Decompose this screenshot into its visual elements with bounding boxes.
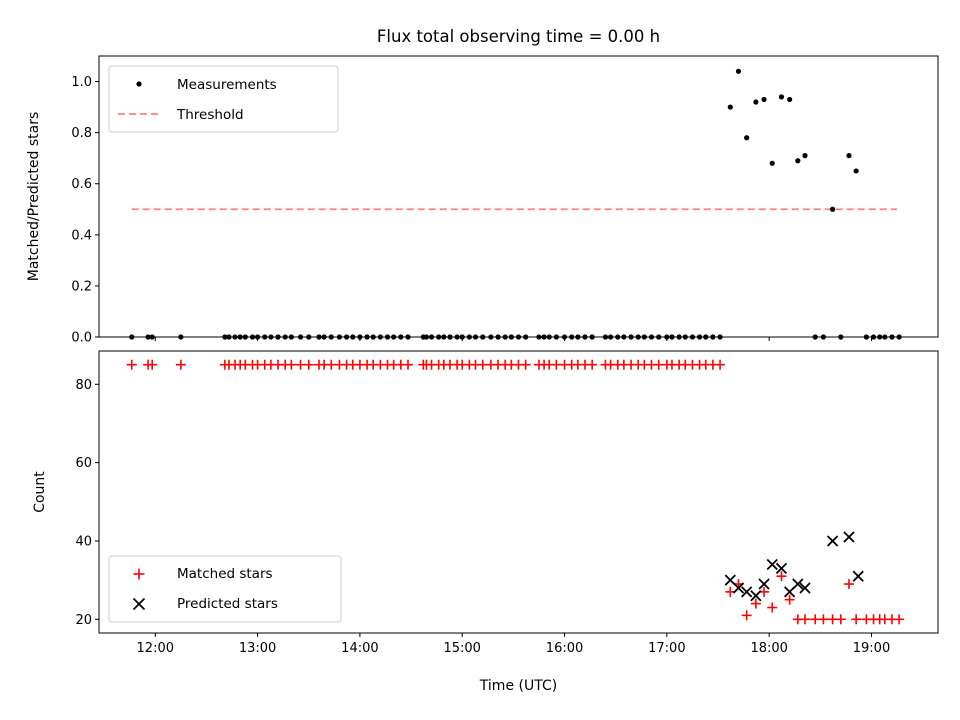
matched-legend-label: Matched stars bbox=[177, 566, 273, 582]
measurements-point bbox=[846, 153, 852, 159]
matched-stars-point bbox=[767, 602, 778, 613]
matched-stars-point bbox=[843, 579, 854, 590]
matched-stars-point bbox=[587, 359, 598, 370]
x-tick-label: 15:00 bbox=[443, 641, 480, 656]
count-axes-frame bbox=[98, 350, 939, 634]
predicted-stars-point bbox=[852, 570, 864, 582]
matched-stars-point bbox=[286, 359, 297, 370]
predicted-stars-point bbox=[792, 578, 804, 590]
measurements-point bbox=[830, 206, 836, 212]
matched-stars-point bbox=[126, 359, 137, 370]
measurements-point bbox=[735, 68, 742, 74]
ratio-y-axis-label: Matched/Predicted stars bbox=[26, 112, 42, 282]
matched-stars-point bbox=[776, 571, 787, 582]
ratio-legend: Measurements Threshold bbox=[108, 65, 339, 133]
y-tick-label: 40 bbox=[75, 534, 92, 549]
x-tick-label: 12:00 bbox=[137, 641, 174, 656]
y-tick-label: 0.2 bbox=[71, 279, 92, 294]
matched-stars-point bbox=[520, 359, 531, 370]
measurements-point bbox=[744, 135, 750, 141]
predicted-stars-point bbox=[741, 586, 753, 598]
y-tick-label: 1.0 bbox=[71, 75, 92, 90]
measurements-point bbox=[795, 158, 801, 164]
matched-stars-point bbox=[303, 359, 314, 370]
predicted-stars-point bbox=[732, 582, 745, 594]
count-x-axis-label: Time (UTC) bbox=[479, 678, 557, 694]
matched-stars-point bbox=[741, 610, 752, 621]
measurements-legend-label: Measurements bbox=[177, 77, 277, 93]
count-y-axis-label: Count bbox=[32, 471, 48, 513]
x-tick-label: 17:00 bbox=[648, 641, 685, 656]
x-tick-label: 16:00 bbox=[546, 641, 583, 656]
matched-stars-point bbox=[835, 614, 846, 625]
measurements-point bbox=[753, 99, 759, 105]
matched-stars-point bbox=[851, 614, 862, 625]
matched-stars-point bbox=[715, 359, 726, 370]
matched-stars-point bbox=[147, 359, 158, 370]
y-tick-label: 80 bbox=[75, 378, 92, 393]
predicted-stars-point bbox=[826, 535, 839, 547]
threshold-legend-label: Threshold bbox=[176, 107, 244, 123]
ratio-y-ticks: 0.0 0.2 0.4 0.6 0.8 1.0 bbox=[71, 75, 99, 346]
ratio-x-ticks bbox=[154, 337, 872, 341]
predicted-stars-point bbox=[843, 531, 855, 543]
x-tick-label: 19:00 bbox=[853, 641, 890, 656]
predicted-legend-marker bbox=[132, 597, 146, 611]
y-tick-label: 0.8 bbox=[71, 126, 92, 141]
measurements-point bbox=[802, 153, 808, 159]
y-tick-label: 0.6 bbox=[71, 177, 92, 192]
y-tick-label: 0.4 bbox=[71, 228, 92, 243]
y-tick-label: 20 bbox=[75, 613, 92, 628]
ratio-axes-frame bbox=[98, 55, 939, 338]
matched-stars-point bbox=[799, 614, 810, 625]
matched-stars-point bbox=[894, 614, 905, 625]
x-tick-label: 14:00 bbox=[341, 641, 378, 656]
count-x-ticks: 12:00 13:00 14:00 15:00 16:00 17:00 18:00 19:00 bbox=[137, 633, 890, 656]
chart-title: Flux total observing time = 0.00 h bbox=[377, 27, 660, 46]
matched-legend-marker bbox=[133, 568, 145, 580]
y-tick-label: 0.0 bbox=[71, 331, 92, 346]
measurements-point bbox=[769, 160, 775, 166]
ratio-legend-box bbox=[108, 65, 339, 133]
count-legend: Matched stars Predicted stars bbox=[108, 555, 342, 623]
measurements-legend-marker bbox=[136, 81, 142, 87]
matched-stars-point bbox=[784, 594, 795, 605]
matched-stars-point bbox=[175, 359, 186, 370]
predicted-stars-point bbox=[750, 590, 762, 602]
measurements-point bbox=[787, 96, 793, 103]
matched-stars-point bbox=[818, 614, 829, 625]
count-y-ticks: 20 40 60 80 bbox=[75, 378, 99, 628]
predicted-stars-point bbox=[758, 578, 770, 590]
x-tick-label: 13:00 bbox=[239, 641, 276, 656]
predicted-stars-point bbox=[766, 558, 778, 571]
predicted-stars-point bbox=[799, 582, 811, 594]
measurements-point bbox=[727, 104, 733, 110]
measurements-point bbox=[761, 96, 767, 103]
predicted-stars-point bbox=[775, 562, 788, 575]
measurements-point bbox=[853, 168, 859, 174]
count-marks bbox=[126, 359, 905, 625]
count-legend-box bbox=[108, 555, 342, 623]
ratio-panel: Flux total observing time = 0.00 h 0.00.… bbox=[26, 27, 939, 346]
y-tick-label: 60 bbox=[75, 456, 92, 471]
matched-stars-point bbox=[750, 598, 761, 609]
measurements-point bbox=[778, 94, 785, 100]
predicted-legend-label: Predicted stars bbox=[177, 596, 278, 612]
matched-stars-point bbox=[402, 359, 413, 370]
x-tick-label: 18:00 bbox=[750, 641, 787, 656]
